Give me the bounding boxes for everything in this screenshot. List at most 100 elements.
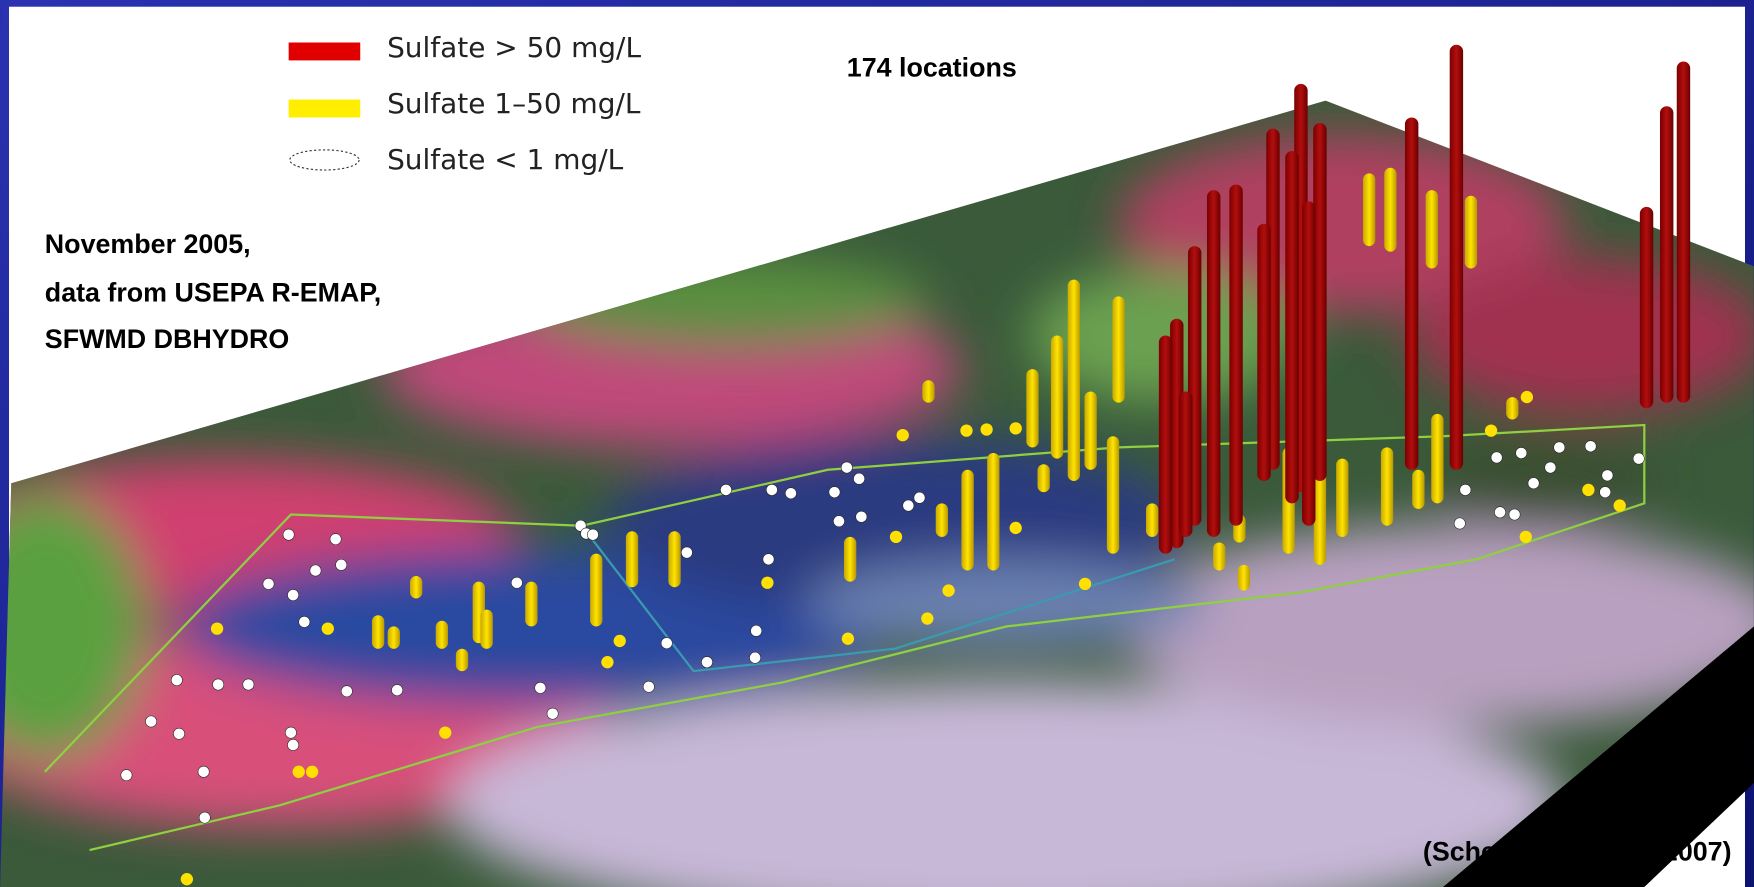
low-sulfate-marker — [310, 565, 321, 576]
low-sulfate-marker — [263, 578, 274, 589]
mid-sulfate-column — [1068, 280, 1080, 481]
mid-sulfate-column — [626, 531, 638, 587]
low-sulfate-marker — [299, 616, 310, 627]
low-sulfate-marker — [1545, 462, 1556, 473]
mid-sulfate-column — [436, 621, 448, 649]
low-sulfate-marker — [1516, 447, 1527, 458]
low-sulfate-marker — [720, 484, 731, 495]
mid-sulfate-marker — [942, 584, 954, 596]
mid-sulfate-column — [1084, 391, 1096, 469]
mid-sulfate-marker — [1010, 422, 1022, 434]
mid-sulfate-marker — [1521, 391, 1533, 403]
high-sulfate-column — [1302, 201, 1315, 525]
mid-sulfate-marker — [761, 577, 773, 589]
mid-sulfate-marker — [1010, 522, 1022, 534]
low-sulfate-marker — [283, 529, 294, 540]
low-sulfate-marker — [701, 657, 712, 668]
low-sulfate-marker — [199, 812, 210, 823]
mid-sulfate-column — [1426, 190, 1438, 268]
low-sulfate-marker — [751, 625, 762, 636]
low-sulfate-marker — [198, 766, 209, 777]
mid-sulfate-column — [844, 537, 856, 582]
high-sulfate-column — [1257, 224, 1270, 481]
mid-sulfate-column — [961, 470, 973, 571]
low-sulfate-marker — [213, 679, 224, 690]
low-sulfate-marker — [1602, 470, 1613, 481]
source-line: SFWMD DBHYDRO — [45, 324, 289, 354]
low-sulfate-marker — [643, 681, 654, 692]
low-sulfate-marker — [336, 559, 347, 570]
mid-sulfate-column — [1412, 470, 1424, 509]
low-sulfate-marker — [763, 554, 774, 565]
mid-sulfate-column — [668, 531, 680, 587]
low-sulfate-marker — [833, 516, 844, 527]
low-sulfate-marker — [121, 770, 132, 781]
high-sulfate-column — [1179, 391, 1192, 536]
high-sulfate-column — [1450, 45, 1463, 470]
mid-sulfate-column — [1038, 464, 1050, 492]
slide: Sulfate > 50 mg/L Sulfate 1–50 mg/L Sulf… — [0, 0, 1754, 887]
low-sulfate-marker — [1633, 453, 1644, 464]
mid-sulfate-column — [1465, 196, 1477, 269]
legend-label: Sulfate 1–50 mg/L — [387, 87, 641, 120]
high-sulfate-column — [1159, 336, 1172, 554]
low-sulfate-marker — [914, 492, 925, 503]
high-sulfate-column — [1640, 207, 1653, 408]
low-sulfate-marker — [1494, 507, 1505, 518]
low-sulfate-marker — [854, 473, 865, 484]
low-sulfate-marker — [681, 547, 692, 558]
mid-sulfate-column — [1112, 296, 1124, 402]
low-sulfate-marker — [392, 685, 403, 696]
mid-sulfate-marker — [306, 766, 318, 778]
high-sulfate-column — [1207, 190, 1220, 537]
low-sulfate-marker — [288, 739, 299, 750]
low-sulfate-marker — [856, 511, 867, 522]
low-sulfate-marker — [173, 728, 184, 739]
low-sulfate-marker — [330, 534, 341, 545]
low-sulfate-marker — [749, 652, 760, 663]
mid-sulfate-column — [1213, 542, 1225, 570]
mid-sulfate-column — [372, 615, 384, 649]
legend-label: Sulfate < 1 mg/L — [387, 143, 624, 176]
low-sulfate-marker — [841, 462, 852, 473]
mid-sulfate-column — [922, 380, 934, 402]
mid-sulfate-marker — [293, 766, 305, 778]
mid-sulfate-column — [1381, 447, 1393, 525]
low-sulfate-marker — [587, 529, 598, 540]
low-sulfate-marker — [171, 674, 182, 685]
mid-sulfate-column — [1146, 503, 1158, 537]
mid-sulfate-column — [590, 554, 602, 627]
high-sulfate-column — [1285, 151, 1298, 503]
mid-sulfate-column — [1431, 414, 1443, 503]
low-sulfate-marker — [285, 727, 296, 738]
low-sulfate-marker — [766, 484, 777, 495]
mid-sulfate-marker — [1079, 578, 1091, 590]
mid-sulfate-marker — [921, 612, 933, 624]
source-line: data from USEPA R-EMAP, — [45, 277, 381, 307]
high-sulfate-column — [1660, 106, 1673, 402]
mid-sulfate-column — [1336, 459, 1348, 537]
low-sulfate-marker — [1554, 442, 1565, 453]
mid-sulfate-column — [1238, 565, 1250, 591]
low-sulfate-marker — [1460, 484, 1471, 495]
source-line: November 2005, — [45, 229, 251, 259]
high-sulfate-column — [1229, 185, 1242, 526]
mid-sulfate-marker — [601, 656, 613, 668]
legend-swatch-yellow — [289, 100, 361, 118]
low-sulfate-marker — [1600, 487, 1611, 498]
mid-sulfate-marker — [1614, 499, 1626, 511]
low-sulfate-marker — [903, 500, 914, 511]
mid-sulfate-marker — [980, 423, 992, 435]
low-sulfate-marker — [661, 638, 672, 649]
location-count: 174 locations — [847, 52, 1017, 82]
mid-sulfate-marker — [181, 873, 193, 885]
mid-sulfate-marker — [211, 622, 223, 634]
low-sulfate-marker — [1454, 518, 1465, 529]
mid-sulfate-marker — [322, 622, 334, 634]
mid-sulfate-column — [987, 453, 999, 570]
low-sulfate-marker — [1585, 441, 1596, 452]
low-sulfate-marker — [511, 577, 522, 588]
mid-sulfate-column — [936, 503, 948, 537]
low-sulfate-marker — [288, 589, 299, 600]
mid-sulfate-marker — [897, 429, 909, 441]
